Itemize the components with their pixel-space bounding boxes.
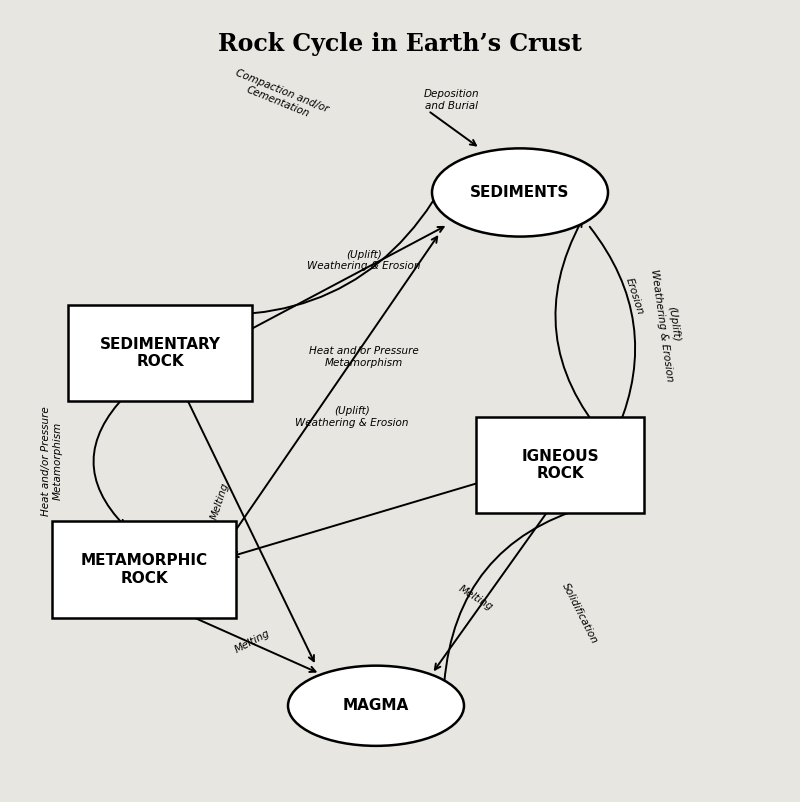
Ellipse shape: [432, 148, 608, 237]
FancyBboxPatch shape: [68, 305, 252, 401]
Text: METAMORPHIC
ROCK: METAMORPHIC ROCK: [81, 553, 207, 585]
Text: Heat and/or Pressure
Metamorphism: Heat and/or Pressure Metamorphism: [42, 407, 62, 516]
Text: (Uplift)
Weathering & Erosion: (Uplift) Weathering & Erosion: [295, 407, 409, 427]
Ellipse shape: [288, 666, 464, 746]
Text: Melting: Melting: [233, 628, 271, 655]
Text: Melting: Melting: [457, 583, 495, 612]
Text: Rock Cycle in Earth’s Crust: Rock Cycle in Earth’s Crust: [218, 32, 582, 56]
Text: (Uplift)
Weathering & Erosion: (Uplift) Weathering & Erosion: [650, 267, 686, 383]
Text: (Uplift)
Weathering & Erosion: (Uplift) Weathering & Erosion: [307, 250, 421, 271]
Text: Solidification: Solidification: [560, 581, 600, 646]
Text: SEDIMENTARY
ROCK: SEDIMENTARY ROCK: [99, 337, 221, 369]
FancyBboxPatch shape: [476, 417, 644, 513]
Text: Erosion: Erosion: [624, 277, 645, 317]
FancyBboxPatch shape: [52, 521, 236, 618]
Text: Compaction and/or
Cementation: Compaction and/or Cementation: [230, 67, 330, 125]
Text: Melting: Melting: [210, 481, 230, 521]
Text: SEDIMENTS: SEDIMENTS: [470, 185, 570, 200]
Text: Deposition
and Burial: Deposition and Burial: [424, 90, 480, 111]
Text: IGNEOUS
ROCK: IGNEOUS ROCK: [521, 449, 599, 481]
Text: MAGMA: MAGMA: [343, 699, 409, 713]
Text: Heat and/or Pressure
Metamorphism: Heat and/or Pressure Metamorphism: [309, 346, 419, 367]
